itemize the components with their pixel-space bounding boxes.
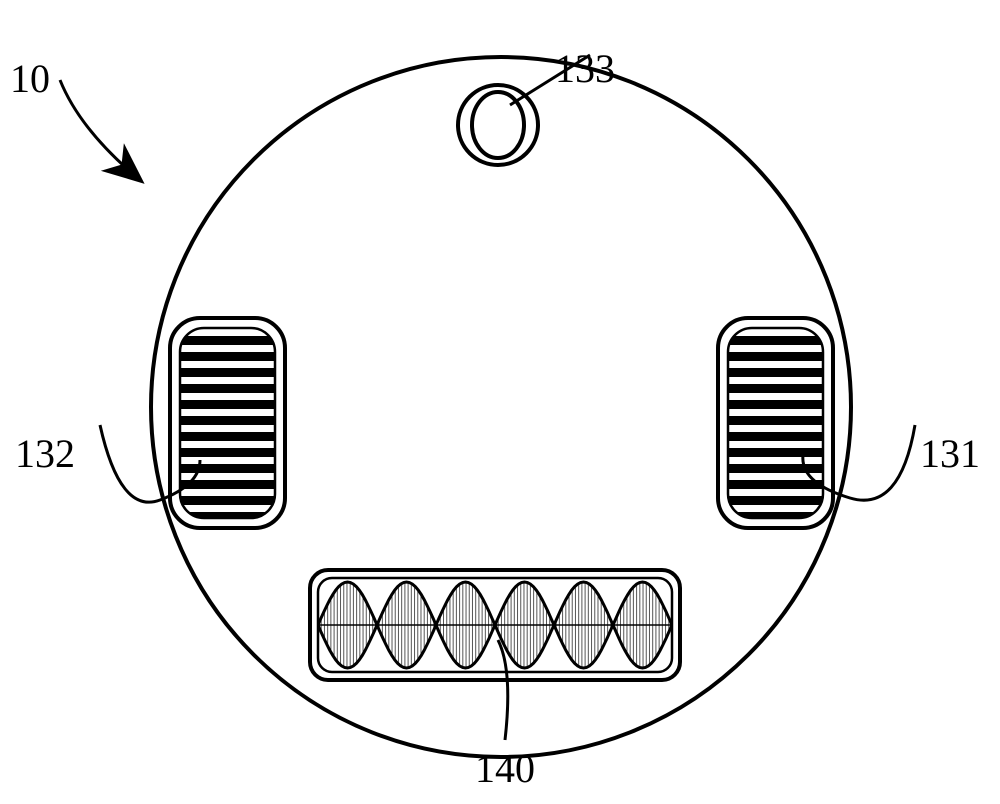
label-131: 131 (920, 430, 980, 477)
label-133: 133 (555, 45, 615, 92)
label-10: 10 (10, 55, 50, 102)
caster-wheel-133-icon (458, 85, 538, 165)
drive-wheel-131-icon (718, 318, 833, 528)
label-140: 140 (475, 745, 535, 792)
figure-canvas: 10 133 132 131 140 (0, 0, 1000, 804)
drive-wheel-132-icon (170, 318, 285, 528)
diagram-svg (0, 0, 1000, 804)
brush-assembly-140-icon (310, 570, 680, 680)
label-132: 132 (15, 430, 75, 477)
